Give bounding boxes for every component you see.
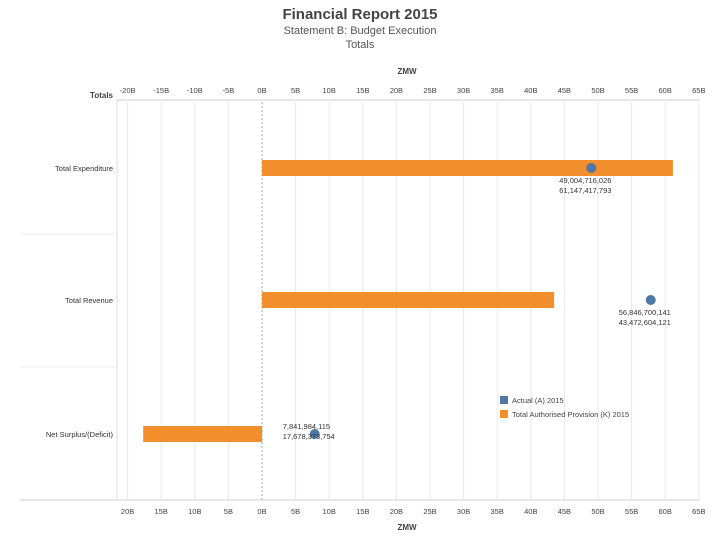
x-tick-label-top: 60B xyxy=(659,86,672,95)
x-tick-label-bottom: 20B xyxy=(390,507,403,516)
x-tick-label-bottom: 50B xyxy=(591,507,604,516)
x-tick-label-bottom: 60B xyxy=(659,507,672,516)
x-tick-label-top: 5B xyxy=(291,86,300,95)
x-tick-label-bottom: 5B xyxy=(224,507,233,516)
x-tick-label-bottom: 35B xyxy=(491,507,504,516)
legend-swatch-actual xyxy=(500,396,508,404)
x-tick-label-top: -20B xyxy=(120,86,136,95)
x-tick-label-bottom: 10B xyxy=(323,507,336,516)
x-tick-label-bottom: 0B xyxy=(257,507,266,516)
category-label: Total Revenue xyxy=(65,296,113,305)
x-tick-label-top: -15B xyxy=(153,86,169,95)
x-tick-label-bottom: 55B xyxy=(625,507,638,516)
x-tick-label-top: 35B xyxy=(491,86,504,95)
x-tick-label-top: 65B xyxy=(692,86,705,95)
x-tick-label-top: 45B xyxy=(558,86,571,95)
authorised-data-label: 43,472,604,121 xyxy=(619,318,671,327)
x-axis-title-top: ZMW xyxy=(397,67,417,76)
legend-label-actual: Actual (A) 2015 xyxy=(512,396,564,405)
x-tick-label-bottom: 5B xyxy=(291,507,300,516)
authorised-bar xyxy=(262,292,555,308)
x-tick-label-top: 40B xyxy=(524,86,537,95)
actual-data-label: 49,004,716,026 xyxy=(559,176,611,185)
x-tick-label-bottom: 30B xyxy=(457,507,470,516)
legend: Actual (A) 2015 Total Authorised Provisi… xyxy=(500,396,629,419)
legend-label-authorised: Total Authorised Provision (K) 2015 xyxy=(512,410,629,419)
x-tick-label-top: 20B xyxy=(390,86,403,95)
authorised-bar xyxy=(143,426,262,442)
actual-data-label: 7,841,984,115 xyxy=(283,422,330,431)
report-title: Financial Report 2015 xyxy=(282,6,438,23)
x-tick-label-top: 25B xyxy=(423,86,436,95)
x-axis-title-bottom: ZMW xyxy=(397,523,417,532)
actual-data-label: 56,846,700,141 xyxy=(619,308,671,317)
category-label: Total Expenditure xyxy=(55,164,113,173)
x-tick-label-bottom: 20B xyxy=(121,507,134,516)
x-tick-label-bottom: 10B xyxy=(188,507,201,516)
title-block: Financial Report 2015 Statement B: Budge… xyxy=(0,6,720,52)
row-header: Totals xyxy=(90,91,114,100)
x-tick-label-top: 15B xyxy=(356,86,369,95)
actual-point xyxy=(586,163,597,173)
x-tick-label-bottom: 65B xyxy=(692,507,705,516)
authorised-data-label: 61,147,417,793 xyxy=(559,186,611,195)
x-tick-label-bottom: 25B xyxy=(423,507,436,516)
axis-layer: ZMW Totals ZMW -20B 20B -15B 15B -10B 10B -5B 5… xyxy=(46,67,706,532)
x-tick-label-top: 0B xyxy=(257,86,266,95)
x-tick-label-top: 10B xyxy=(323,86,336,95)
x-tick-label-bottom: 40B xyxy=(524,507,537,516)
report-section: Totals xyxy=(345,39,375,51)
legend-swatch-authorised xyxy=(500,410,508,418)
actual-point xyxy=(309,429,320,439)
x-tick-label-top: -5B xyxy=(223,86,235,95)
x-tick-label-top: -10B xyxy=(187,86,203,95)
x-tick-label-bottom: 45B xyxy=(558,507,571,516)
x-tick-label-top: 55B xyxy=(625,86,638,95)
x-tick-label-top: 50B xyxy=(591,86,604,95)
authorised-bar xyxy=(262,160,673,176)
x-tick-label-bottom: 15B xyxy=(356,507,369,516)
x-tick-label-bottom: 15B xyxy=(155,507,168,516)
report-subtitle: Statement B: Budget Execution xyxy=(283,25,437,37)
category-label: Net Surplus/(Deficit) xyxy=(46,430,114,439)
x-tick-label-top: 30B xyxy=(457,86,470,95)
actual-point xyxy=(645,295,656,305)
authorised-data-label: 17,678,373,754 xyxy=(283,432,335,441)
